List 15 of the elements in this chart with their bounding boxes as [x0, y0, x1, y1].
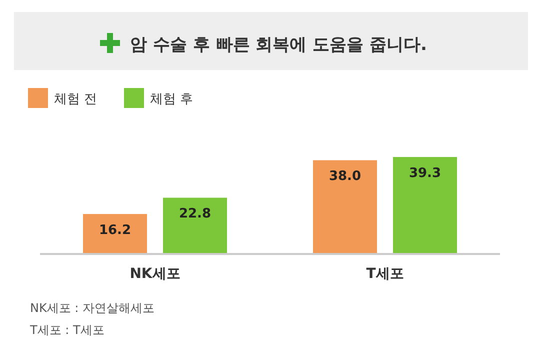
data-label: 39.3: [408, 166, 442, 181]
bar: [163, 198, 227, 254]
text: NK세포 : 자연살해세포: [30, 301, 155, 315]
data-label: 38.0: [328, 169, 362, 184]
bar: [83, 214, 147, 254]
legend-label: 체험 후: [150, 92, 194, 107]
legend-label: 체험 전: [54, 92, 98, 107]
data-label: 22.8: [178, 206, 212, 222]
data-label: 16.2: [98, 223, 132, 238]
bar: [393, 157, 457, 254]
text: T세포 : T세포: [29, 323, 104, 337]
bar: [313, 160, 377, 254]
chart-title: 암 수술 후 빠른 회복에 도움을 줍니다.: [130, 35, 427, 55]
x-tick-label: T세포: [366, 266, 404, 282]
x-tick-label: NK세포: [130, 266, 180, 282]
